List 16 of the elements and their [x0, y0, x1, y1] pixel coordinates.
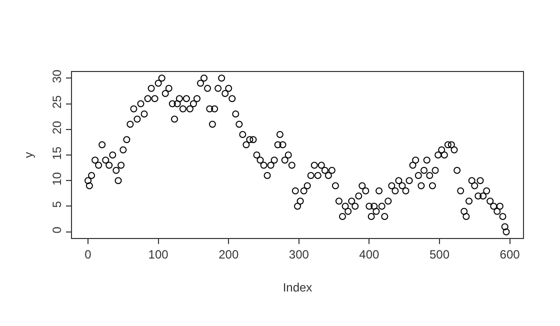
x-tick-label: 600	[500, 247, 520, 262]
y-tick-label: 30	[50, 69, 64, 84]
x-tick-label: 400	[359, 247, 380, 262]
y-axis-title: y	[22, 152, 36, 158]
y-tick-label: 10	[50, 172, 64, 186]
y-tick-label: 15	[50, 146, 64, 160]
y-tick-label: 25	[50, 94, 64, 109]
x-tick-label: 500	[429, 247, 450, 262]
x-tick-label: 200	[218, 247, 239, 262]
x-tick-label: 300	[288, 247, 310, 262]
x-axis-title: Index	[282, 280, 312, 294]
y-tick-label: 0	[50, 226, 64, 234]
y-tick-label: 5	[50, 200, 64, 208]
x-tick-label: 0	[84, 247, 92, 262]
y-tick-label: 20	[50, 120, 64, 134]
x-tick-label: 100	[148, 247, 169, 262]
